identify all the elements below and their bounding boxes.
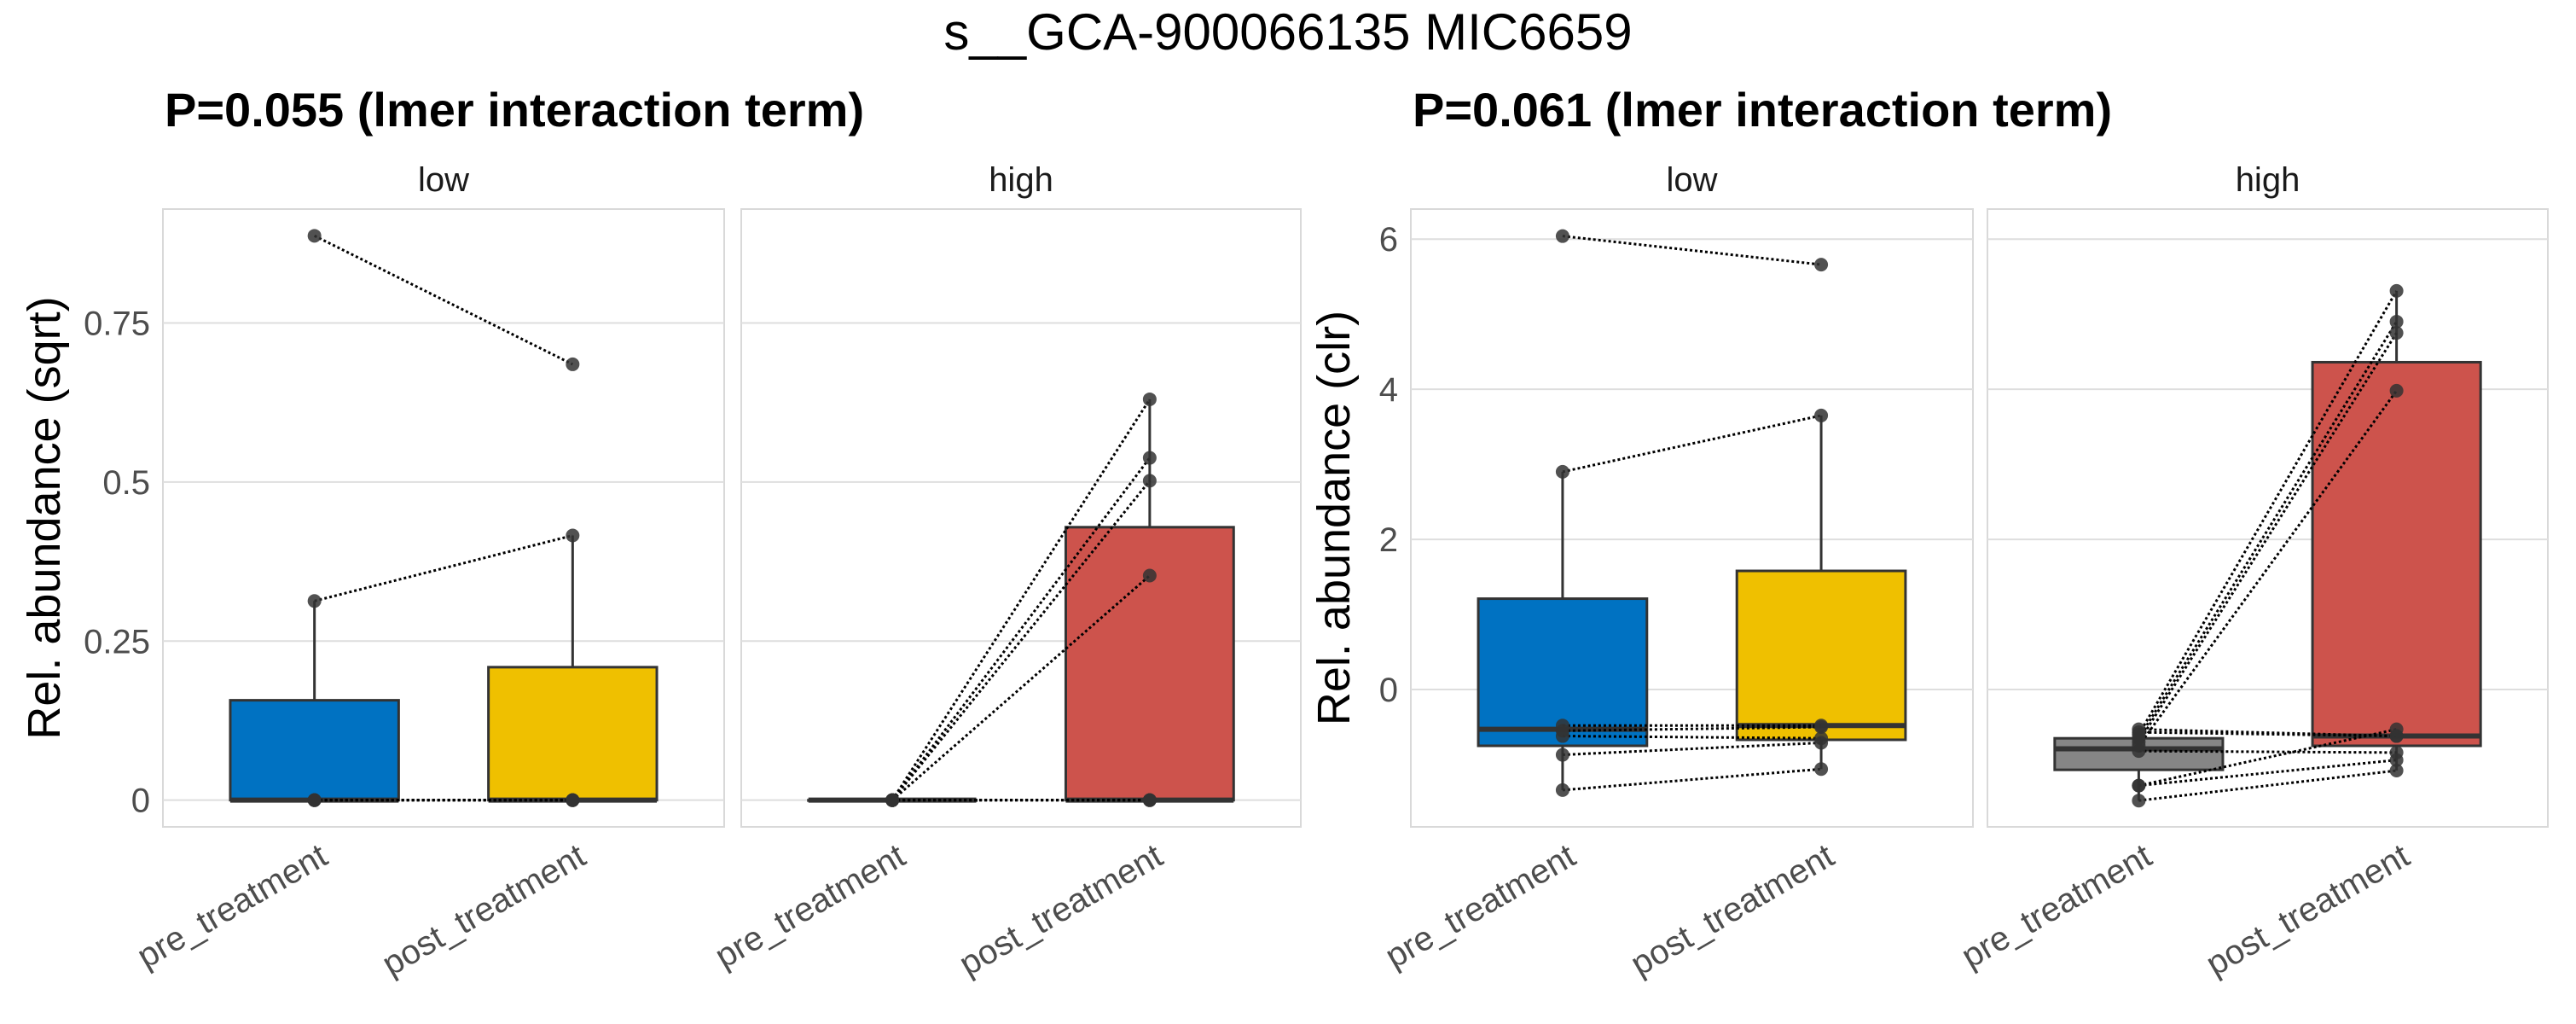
y-axis-label: Rel. abundance (sqrt) [19,296,70,739]
x-tick-label: post_treatment [2200,837,2416,984]
y-tick-label: 6 [1379,221,1398,259]
pair-line [2138,749,2397,754]
facet-panel-high: high pre_treatment post_treatment [1955,161,2549,984]
data-point-pre [2132,778,2146,793]
pair-line [1562,235,1822,266]
pair-line [2138,390,2398,747]
y-tick-label: 0.25 [84,623,150,660]
chart-subtitle: P=0.061 (lmer interaction term) [1413,83,2112,137]
data-point-pre [1555,229,1569,243]
data-point-post [1142,793,1157,807]
y-tick-label: 0 [1379,672,1398,709]
data-point-post [1814,762,1829,777]
pair-line [1562,767,1822,792]
data-point-post [1142,474,1157,488]
x-tick-label: pre_treatment [131,837,334,976]
data-point-post [566,793,580,807]
facet-strip-label: high [2236,161,2300,199]
data-point-post [2389,314,2404,329]
y-tick-label: 0 [131,783,150,820]
pair-line [891,574,1151,801]
data-point-post [566,357,580,371]
data-point-pre [307,229,322,243]
main-title: s__GCA-900066135 MIC6659 [943,3,1632,61]
x-tick-label: pre_treatment [1379,837,1582,976]
data-point-post [1814,408,1829,422]
chart-subtitle: P=0.055 (lmer interaction term) [165,83,864,137]
data-point-pre [1555,783,1569,797]
data-point-post [2389,764,2404,778]
x-tick-label: post_treatment [376,837,592,984]
pair-line [1562,414,1822,474]
pair-line [1562,725,1822,732]
x-tick-label: post_treatment [953,837,1169,984]
pair-line [1562,735,1822,740]
pair-line [891,480,1152,801]
data-point-post [1142,568,1157,583]
facet-panel-high: high pre_treatment post_treatment [709,161,1302,984]
data-point-pre [307,594,322,608]
facet-strip-label: low [418,161,469,199]
data-point-post [2389,326,2404,340]
data-point-pre [307,793,322,807]
facet-strip-label: high [989,161,1053,199]
data-point-pre [1555,748,1569,762]
data-point-pre [1555,464,1569,479]
pair-line [2138,730,2397,738]
y-tick-label: 4 [1379,371,1398,409]
data-point-post [1814,736,1829,750]
data-point-pre [885,793,900,807]
y-tick-label: 0.75 [84,305,150,342]
data-point-post [1814,258,1829,272]
pair-line [314,534,573,602]
data-point-post [566,528,580,543]
data-point-pre [2132,725,2146,740]
facet-panel-low: low pre_treatment post_treatment [1379,161,1974,984]
data-point-pre [1555,729,1569,743]
pair-line [2138,332,2398,743]
y-axis-label: Rel. abundance (clr) [1308,311,1360,725]
facet-strip-label: low [1666,161,1717,199]
x-tick-label: pre_treatment [1955,837,2158,976]
y-tick-label: 2 [1379,521,1398,559]
pair-line [2138,290,2398,736]
pair-line [2138,728,2397,738]
data-point-post [2389,383,2404,398]
pair-line [1562,741,1822,757]
pair-line [2138,769,2397,802]
chart-2: P=0.061 (lmer interaction term) Rel. abun… [1308,83,2549,984]
data-point-post [2389,753,2404,767]
data-point-post [2389,729,2404,743]
chart-1: P=0.055 (lmer interaction term) Rel. abun… [19,83,1302,984]
box-post_treatment [1064,526,1235,802]
data-point-pre [2132,794,2146,808]
data-point-post [1142,451,1157,465]
pair-line [313,234,574,366]
data-point-post [2389,283,2404,298]
box-pre_treatment [229,699,400,802]
box-post_treatment [2311,360,2482,748]
x-tick-label: post_treatment [1624,837,1840,984]
x-tick-label: pre_treatment [709,837,912,976]
y-tick-label: 0.5 [102,464,150,502]
box-post_treatment [1735,569,1907,742]
data-point-post [1142,392,1157,406]
data-point-post [1814,719,1829,734]
pair-line [2138,759,2397,788]
facet-panel-low: low pre_treatment post_treatment [131,161,725,984]
data-point-pre [2132,744,2146,759]
box-post_treatment [487,666,659,802]
